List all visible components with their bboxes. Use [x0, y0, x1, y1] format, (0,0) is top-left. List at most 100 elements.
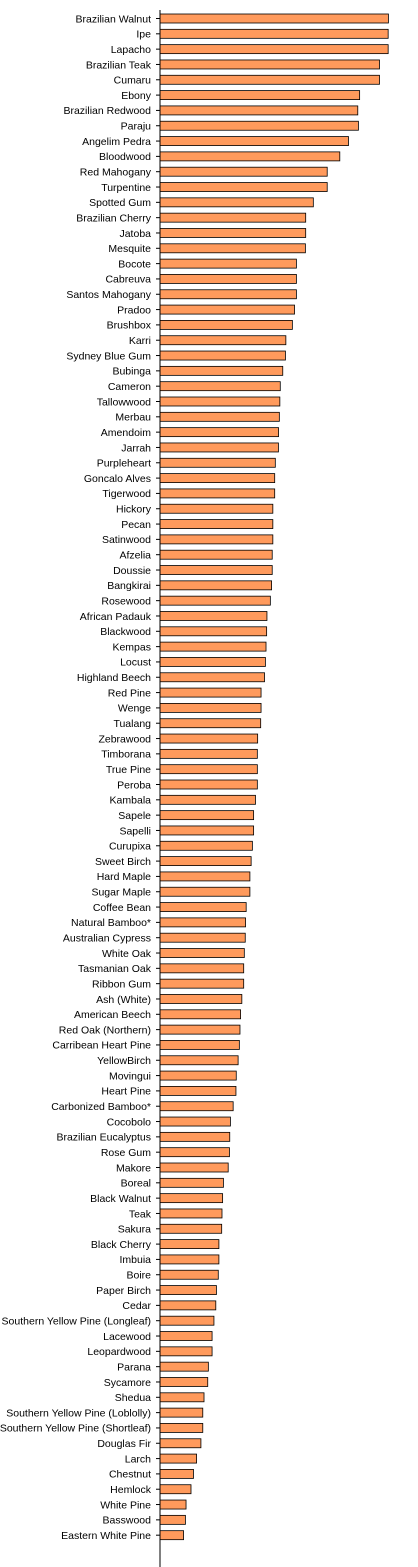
bar	[159, 1423, 204, 1433]
bar	[159, 1285, 217, 1295]
category-label: Coffee Bean	[93, 902, 151, 914]
category-label: Eastern White Pine	[61, 1530, 151, 1542]
category-label: Imbuia	[119, 1254, 151, 1266]
category-label: Tigerwood	[102, 488, 151, 500]
category-label: Ash (White)	[96, 994, 151, 1006]
category-label: Sakura	[118, 1224, 151, 1236]
bar	[159, 488, 276, 499]
bar	[159, 427, 279, 438]
category-label: Cameron	[108, 381, 151, 393]
category-label: Paper Birch	[96, 1285, 151, 1297]
bar	[159, 1331, 213, 1341]
bar	[159, 840, 253, 851]
bar	[159, 1024, 241, 1035]
bar	[159, 1438, 202, 1449]
bar	[159, 1361, 209, 1372]
category-label: Movingui	[109, 1070, 151, 1082]
bar	[159, 1269, 219, 1280]
category-label: Natural Bamboo*	[71, 917, 151, 929]
bar	[159, 534, 274, 545]
category-label: Basswood	[103, 1515, 152, 1527]
bar	[159, 1208, 223, 1219]
category-label: Carribean Heart Pine	[52, 1040, 151, 1052]
bar	[159, 13, 389, 24]
bar	[159, 1131, 231, 1142]
bar	[159, 519, 274, 529]
bar	[159, 932, 246, 943]
category-label: Teak	[129, 1208, 152, 1220]
category-label: Shedua	[115, 1392, 151, 1404]
bar	[159, 856, 252, 866]
category-label: Brazilian Teak	[86, 59, 152, 71]
category-label: Larch	[125, 1453, 151, 1465]
bar	[159, 457, 276, 468]
category-label: Cumaru	[114, 75, 152, 87]
bar	[159, 197, 314, 208]
category-label: Satinwood	[102, 534, 151, 546]
bar	[159, 611, 268, 621]
category-label: Sycamore	[104, 1377, 151, 1389]
category-label: Wenge	[118, 703, 151, 715]
category-label: Brazilian Cherry	[76, 212, 151, 224]
bar	[159, 718, 262, 729]
category-label: Brushbox	[107, 320, 152, 332]
bar	[159, 595, 271, 606]
bar	[159, 335, 287, 346]
category-label: Brazilian Walnut	[76, 13, 152, 25]
bar	[159, 1499, 187, 1510]
category-label: Doussie	[113, 565, 151, 577]
bar	[159, 687, 262, 698]
bar	[159, 1254, 220, 1265]
bar	[159, 1116, 231, 1127]
bar	[159, 978, 245, 989]
bar	[159, 258, 297, 269]
bar	[159, 1101, 234, 1112]
category-label: Pecan	[121, 519, 151, 531]
category-label: Purpleheart	[97, 458, 151, 470]
category-label: Parana	[117, 1361, 151, 1373]
category-label: Pradoo	[117, 304, 151, 316]
category-label: Rose Gum	[101, 1147, 151, 1159]
category-label: Bocote	[118, 258, 151, 270]
category-label: Turpentine	[101, 182, 151, 194]
bar	[159, 810, 255, 821]
category-label: Blackwood	[100, 626, 151, 638]
bar	[159, 304, 295, 315]
category-label: Peroba	[117, 779, 151, 791]
category-label: Jatoba	[119, 228, 151, 240]
bar	[159, 503, 274, 514]
bar	[159, 151, 341, 162]
bar	[159, 166, 328, 177]
bar	[159, 1086, 237, 1096]
category-label: White Oak	[102, 948, 152, 960]
category-label: Sydney Blue Gum	[66, 350, 151, 362]
category-label: African Padauk	[80, 611, 152, 623]
category-label: Mesquite	[108, 243, 151, 255]
bar	[159, 733, 259, 744]
category-labels: Brazilian Walnut Ipe Lapacho Brazilian Teak…	[0, 13, 160, 1542]
bar	[159, 1070, 237, 1081]
category-label: Ribbon Gum	[92, 978, 151, 990]
bar	[159, 703, 262, 713]
bar	[159, 350, 286, 361]
category-label: Hard Maple	[97, 871, 151, 883]
category-label: Goncalo Alves	[84, 473, 151, 485]
category-label: Merbau	[115, 412, 151, 424]
category-label: Cabreuva	[105, 274, 151, 286]
category-label: Afzelia	[119, 550, 151, 562]
category-label: Amendoim	[101, 427, 151, 439]
category-label: Tasmanian Oak	[78, 963, 152, 975]
category-label: Chestnut	[109, 1469, 151, 1481]
bar	[159, 74, 380, 85]
bar	[159, 1377, 209, 1387]
bar	[159, 1009, 241, 1020]
category-label: Red Mahogany	[80, 167, 152, 179]
category-label: Bangkirai	[107, 580, 151, 592]
category-label: Sugar Maple	[91, 887, 151, 899]
bar	[159, 28, 389, 39]
bar	[159, 657, 266, 667]
bar	[159, 473, 276, 484]
category-label: Southern Yellow Pine (Loblolly)	[6, 1407, 151, 1419]
bar	[159, 1193, 224, 1204]
